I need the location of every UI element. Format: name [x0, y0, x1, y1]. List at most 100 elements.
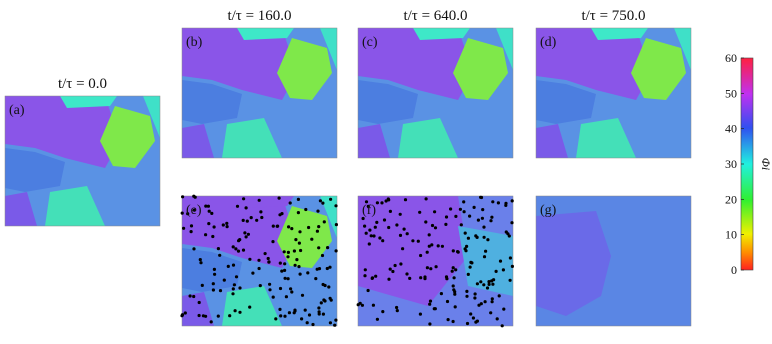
- defect: [363, 274, 367, 278]
- defect: [328, 265, 332, 269]
- defect: [248, 305, 252, 309]
- defect: [297, 241, 301, 245]
- grain: [60, 96, 117, 108]
- defect: [188, 294, 192, 298]
- defect: [225, 221, 229, 225]
- defect: [508, 256, 512, 260]
- panel: (a) t/τ = 0.0: [4, 76, 161, 227]
- defect: [375, 317, 379, 321]
- defect: [257, 258, 261, 262]
- defect: [363, 224, 367, 228]
- defect: [213, 272, 217, 276]
- defect: [425, 266, 429, 270]
- grain: [591, 28, 648, 40]
- defect: [391, 269, 395, 274]
- defect: [402, 227, 406, 231]
- defect: [401, 247, 405, 251]
- defect: [423, 275, 427, 279]
- defect: [231, 263, 236, 267]
- defect: [320, 253, 325, 258]
- defect: [445, 299, 450, 304]
- grain: [358, 80, 418, 124]
- grain: [5, 148, 65, 192]
- defect: [218, 253, 222, 257]
- defect: [408, 276, 412, 280]
- defect: [212, 225, 216, 229]
- defect: [482, 225, 486, 229]
- defect: [387, 225, 391, 230]
- defect: [226, 264, 230, 268]
- defect: [465, 244, 469, 248]
- defect: [216, 314, 220, 318]
- defect: [468, 265, 472, 269]
- defect: [289, 287, 293, 291]
- defect: [425, 250, 429, 254]
- defect: [449, 207, 453, 211]
- defect: [462, 210, 466, 214]
- defect: [326, 246, 330, 250]
- defect: [427, 233, 431, 237]
- defect: [310, 237, 314, 241]
- defect: [263, 252, 267, 256]
- defect: [268, 288, 272, 292]
- colorbar-tick-label: 60: [725, 51, 737, 65]
- defect: [286, 255, 290, 259]
- colorbar-label: Φi: [759, 158, 772, 170]
- defect: [290, 227, 294, 231]
- defect: [276, 224, 280, 228]
- defect: [510, 264, 514, 268]
- defect: [334, 249, 338, 253]
- defect: [259, 210, 263, 214]
- defect: [388, 267, 392, 271]
- defect: [317, 306, 321, 310]
- defect: [300, 293, 305, 297]
- defect: [242, 197, 246, 201]
- defect: [316, 209, 320, 213]
- defect: [267, 260, 271, 264]
- defect: [371, 303, 375, 307]
- defect: [451, 319, 455, 324]
- defect: [258, 284, 262, 288]
- defect: [483, 300, 487, 304]
- defect: [482, 283, 486, 287]
- defect: [295, 258, 299, 262]
- defect: [427, 244, 431, 248]
- defect: [204, 233, 208, 237]
- defect: [510, 221, 514, 225]
- defect: [233, 309, 237, 313]
- defect: [207, 209, 211, 213]
- defect: [238, 286, 242, 290]
- defect: [378, 236, 382, 240]
- defect: [317, 246, 321, 250]
- defect: [234, 275, 239, 279]
- defect: [212, 267, 216, 271]
- grain: [398, 118, 458, 158]
- grain: [576, 118, 636, 158]
- defect: [293, 309, 297, 313]
- defect: [306, 271, 310, 275]
- defect: [211, 282, 215, 286]
- defect: [237, 239, 241, 243]
- defect: [192, 294, 196, 299]
- defect: [298, 230, 302, 234]
- defect: [469, 312, 473, 316]
- defect: [416, 239, 420, 243]
- panel-title: t/τ = 750.0: [581, 8, 645, 24]
- defect: [490, 279, 494, 283]
- defect: [375, 220, 379, 224]
- defect: [204, 204, 208, 208]
- defect: [278, 307, 282, 311]
- defect: [277, 196, 281, 200]
- defect: [501, 268, 505, 272]
- grain: [458, 226, 513, 296]
- defect: [221, 223, 225, 227]
- panel-label: (a): [9, 103, 25, 118]
- defect: [286, 250, 290, 254]
- defect: [315, 267, 319, 271]
- grain: [5, 96, 120, 168]
- defect: [381, 239, 385, 243]
- defect: [246, 232, 250, 236]
- defect: [470, 261, 474, 265]
- panel-frame: [357, 27, 514, 159]
- panel-label: (g): [540, 203, 557, 218]
